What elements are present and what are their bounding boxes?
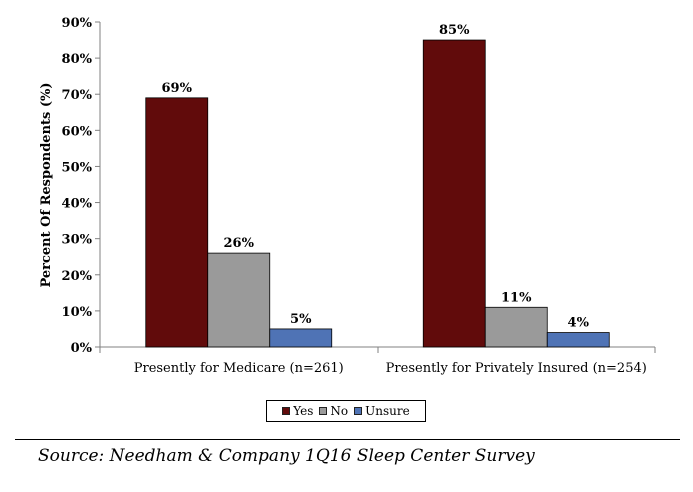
y-tick-label: 30% <box>62 233 93 248</box>
data-label-no-1: 11% <box>501 290 532 305</box>
legend-label-no: No <box>330 404 349 418</box>
data-label-unsure-0: 5% <box>290 312 312 327</box>
bar-unsure-1 <box>546 332 610 348</box>
bar-yes-1 <box>422 39 486 348</box>
source-note: Source: Needham & Company 1Q16 Sleep Cen… <box>38 446 535 466</box>
legend: Yes No Unsure <box>266 400 426 422</box>
legend-label-yes: Yes <box>293 404 314 418</box>
category-label-group: Presently for Medicare (n=261) Presently … <box>134 361 647 376</box>
bar-group: 69% 26% 5% 85% 11% 4% <box>145 23 610 348</box>
legend-item-no: No <box>319 404 348 418</box>
legend-item-unsure: Unsure <box>354 404 410 418</box>
y-tick-group: 0% 10% 20% 30% 40% 50% 60% 70% 80% 90% <box>62 16 100 356</box>
data-label-unsure-1: 4% <box>568 316 590 331</box>
data-label-no-0: 26% <box>224 236 255 251</box>
bar-no-0 <box>207 252 271 348</box>
y-tick-label: 0% <box>71 341 93 356</box>
legend-swatch-yes <box>282 407 291 415</box>
category-label-1: Presently for Privately Insured (n=254) <box>386 361 647 376</box>
y-tick-label: 80% <box>62 52 93 67</box>
source-divider <box>15 439 680 440</box>
y-tick-label: 50% <box>62 160 93 175</box>
bar-no-1 <box>484 306 548 348</box>
bar-unsure-0 <box>269 328 333 348</box>
y-tick-label: 40% <box>62 197 93 212</box>
legend-item-yes: Yes <box>282 404 313 418</box>
data-label-yes-1: 85% <box>439 23 470 38</box>
legend-swatch-no <box>319 407 328 415</box>
y-axis-label: Percent Of Respondents (%) <box>39 82 54 287</box>
data-label-yes-0: 69% <box>162 81 193 96</box>
legend-label-unsure: Unsure <box>365 404 410 418</box>
bar-chart: Percent Of Respondents (%) 0% 10% 20% 30% 40… <box>39 16 656 376</box>
legend-swatch-unsure <box>354 407 363 415</box>
y-tick-label: 20% <box>62 269 93 284</box>
y-tick-label: 90% <box>62 16 93 31</box>
bar-yes-0 <box>145 97 209 348</box>
y-tick-label: 60% <box>62 124 93 139</box>
y-tick-label: 70% <box>62 88 93 103</box>
category-label-0: Presently for Medicare (n=261) <box>134 361 344 376</box>
y-tick-label: 10% <box>62 305 93 320</box>
